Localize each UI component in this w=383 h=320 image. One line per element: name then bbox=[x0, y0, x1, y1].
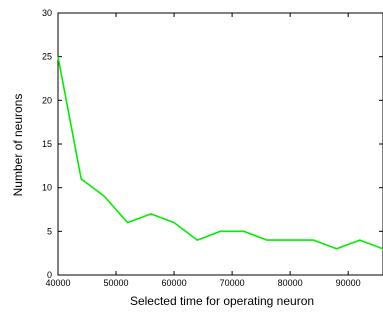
y-tick-label: 30 bbox=[42, 8, 52, 18]
y-tick-label: 15 bbox=[42, 139, 52, 149]
y-axis: 0 5 10 15 20 25 30 bbox=[42, 8, 383, 280]
y-tick-label: 5 bbox=[47, 226, 52, 236]
y-tick-label: 10 bbox=[42, 183, 52, 193]
y-axis-label: Number of neurons bbox=[11, 94, 25, 197]
x-tick-label: 70000 bbox=[220, 278, 245, 288]
x-tick-label: 50000 bbox=[104, 278, 129, 288]
x-tick-label: 40000 bbox=[45, 278, 70, 288]
x-axis-label: Selected time for operating neuron bbox=[130, 294, 314, 308]
y-tick-label: 20 bbox=[42, 95, 52, 105]
x-axis: 40000 50000 60000 70000 80000 90000 bbox=[45, 13, 361, 288]
series-line bbox=[57, 56, 383, 250]
series-layer bbox=[57, 56, 383, 250]
x-tick-label: 90000 bbox=[336, 278, 361, 288]
y-tick-label: 25 bbox=[42, 52, 52, 62]
plot-frame bbox=[57, 12, 383, 276]
x-tick-label: 80000 bbox=[278, 278, 303, 288]
x-tick-label: 60000 bbox=[162, 278, 187, 288]
y-tick-label: 0 bbox=[47, 270, 52, 280]
